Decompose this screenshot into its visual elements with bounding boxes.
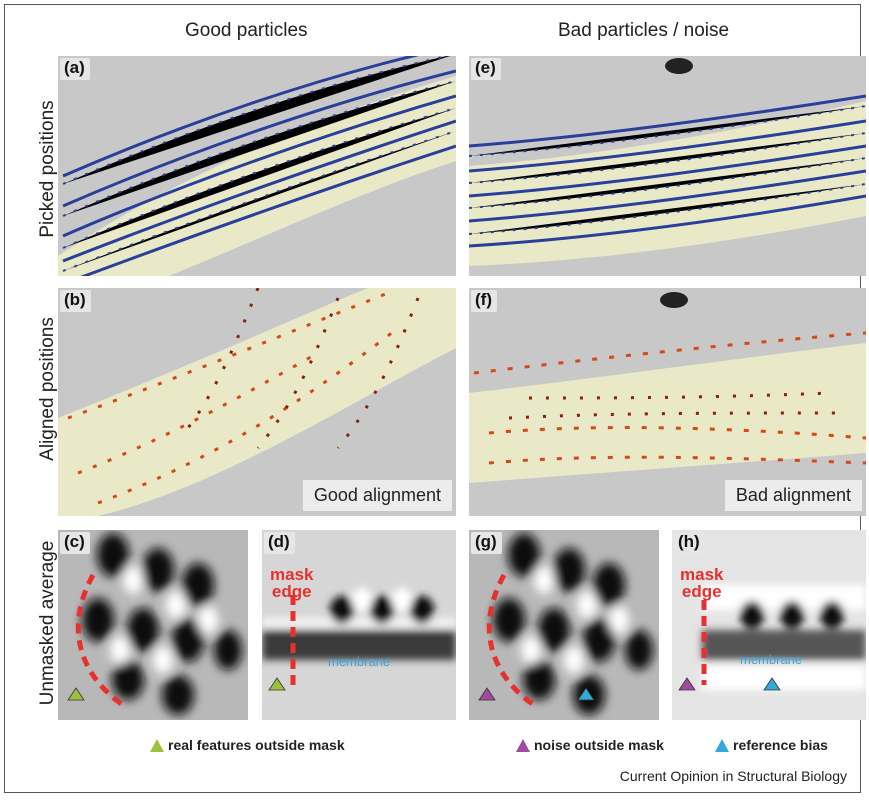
panel-g: (g)	[469, 530, 659, 720]
aligned-tube-image	[58, 288, 456, 516]
legend-noise: noise outside mask	[516, 737, 664, 753]
panel-e: (e)	[469, 56, 866, 276]
panel-label-f: (f)	[471, 290, 497, 312]
panel-c: (c)	[58, 530, 248, 720]
panel-label-h: (h)	[674, 532, 705, 554]
picked-tube-image	[58, 56, 456, 276]
blue-triangle-icon	[715, 738, 729, 752]
row-label-picked: Picked positions	[37, 100, 58, 238]
mask-edge-label-h: mask edge	[680, 565, 724, 601]
mask-edge-label-d: mask edge	[270, 565, 314, 601]
panel-label-a: (a)	[60, 58, 90, 80]
panel-label-c: (c)	[60, 532, 90, 554]
good-particles-title: Good particles	[185, 20, 308, 41]
picked-tube-image-e	[469, 56, 866, 276]
membrane-label-d: membrane	[328, 654, 391, 669]
legend-reference-bias: reference bias	[715, 737, 828, 753]
journal-footer: Current Opinion in Structural Biology	[619, 768, 847, 784]
unmasked-average-h	[672, 530, 866, 720]
unmasked-average-d	[262, 530, 456, 720]
panel-label-e: (e)	[471, 58, 501, 80]
bad-alignment-label: Bad alignment	[724, 480, 862, 511]
panel-label-b: (b)	[60, 290, 91, 312]
panel-a: (a)	[58, 56, 456, 276]
bad-particles-title: Bad particles / noise	[558, 20, 730, 41]
row-label-unmasked: Unmasked average	[37, 540, 58, 706]
panel-label-d: (d)	[264, 532, 295, 554]
panel-d: (d) mask edge membrane	[262, 530, 456, 720]
unmasked-average-c	[58, 530, 248, 720]
panel-f: (f) Bad alignment	[469, 288, 866, 516]
unmasked-average-g	[469, 530, 659, 720]
membrane-label-h: membrane	[740, 652, 803, 667]
row-label-aligned: Aligned positions	[37, 317, 58, 461]
aligned-tube-image-f	[469, 288, 866, 516]
panel-label-g: (g)	[471, 532, 502, 554]
purple-triangle-icon	[516, 738, 530, 752]
panel-h: (h) mask edge membrane	[672, 530, 866, 720]
panel-b: (b) Good alignment	[58, 288, 456, 516]
legend-real-features: real features outside mask	[150, 737, 345, 753]
good-alignment-label: Good alignment	[302, 480, 452, 511]
green-triangle-icon	[150, 738, 164, 752]
